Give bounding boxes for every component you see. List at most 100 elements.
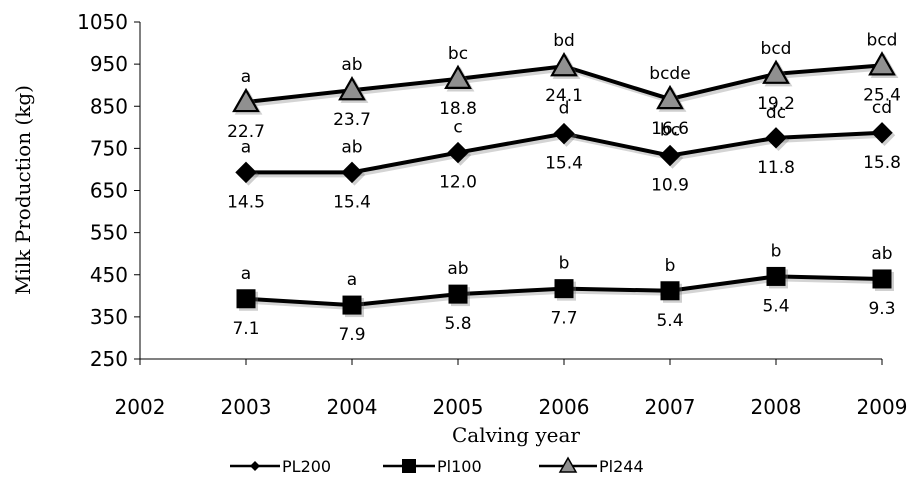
significance-letter: ab xyxy=(871,244,892,264)
data-point xyxy=(871,122,893,144)
y-tick-label: 650 xyxy=(90,179,128,203)
data-point xyxy=(236,289,256,309)
data-point xyxy=(447,141,469,164)
data-label: 9.3 xyxy=(868,299,895,319)
data-label: 24.1 xyxy=(545,86,583,106)
data-label: 11.8 xyxy=(757,158,795,178)
legend-item-pl200: PL200 xyxy=(230,457,331,476)
series-pl200 xyxy=(235,122,896,186)
data-label: 5.4 xyxy=(656,311,683,331)
data-point xyxy=(341,161,363,184)
data-label: 22.7 xyxy=(227,122,265,142)
y-tick-label: 750 xyxy=(90,136,128,160)
significance-letter: b xyxy=(771,241,782,261)
series-pl100 xyxy=(236,266,894,318)
legend-marker xyxy=(250,461,260,471)
data-label: 5.8 xyxy=(444,314,471,334)
significance-letter: dc xyxy=(766,103,786,123)
y-tick-label: 450 xyxy=(90,263,128,287)
data-label: 23.7 xyxy=(333,110,371,130)
data-point xyxy=(550,52,578,77)
data-label: 19.2 xyxy=(757,94,795,114)
x-tick-label: 2009 xyxy=(857,395,908,419)
x-axis-title: Calving year xyxy=(452,423,580,447)
data-point xyxy=(444,64,472,89)
legend-label: PL200 xyxy=(282,457,331,476)
data-point xyxy=(660,281,680,301)
significance-letter: a xyxy=(241,137,251,157)
legend-label: Pl244 xyxy=(599,457,644,476)
data-point xyxy=(553,122,575,145)
data-label: 18.8 xyxy=(439,99,477,119)
data-label: 7.7 xyxy=(550,309,577,329)
significance-letter: bc xyxy=(660,121,680,141)
legend-marker xyxy=(558,456,578,473)
y-tick-label: 1050 xyxy=(77,10,128,34)
data-label: 15.8 xyxy=(863,153,901,173)
data-label: 16.6 xyxy=(651,119,689,139)
x-tick-label: 2005 xyxy=(433,395,484,419)
data-point xyxy=(554,279,574,299)
y-tick-label: 250 xyxy=(90,347,128,371)
data-point xyxy=(868,51,896,76)
data-point xyxy=(235,161,257,184)
y-tick-label: 950 xyxy=(90,52,128,76)
x-tick-label: 2003 xyxy=(221,395,272,419)
tick-labels: 250 350 450 550 650 750 850 950 1050 2002 2003 2004… xyxy=(77,10,907,419)
significance-letter: d xyxy=(559,99,570,119)
data-label: 25.4 xyxy=(863,85,901,105)
significance-letter: cd xyxy=(872,98,892,118)
significance-letter: bcd xyxy=(761,39,792,59)
data-label: 7.1 xyxy=(232,319,259,339)
legend-item-pl244: Pl244 xyxy=(539,456,644,476)
y-tick-label: 850 xyxy=(90,94,128,118)
data-label: 14.5 xyxy=(227,192,265,212)
significance-letter: ab xyxy=(341,55,362,75)
data-label: 12.0 xyxy=(439,173,477,193)
data-label: 15.4 xyxy=(333,192,371,212)
significance-letter: c xyxy=(453,118,462,138)
series-layer xyxy=(232,51,899,318)
x-tick-label: 2006 xyxy=(539,395,590,419)
y-tick-label: 550 xyxy=(90,221,128,245)
data-label: 5.4 xyxy=(762,296,789,316)
x-tick-label: 2007 xyxy=(645,395,696,419)
data-label: 10.9 xyxy=(651,176,689,196)
legend-marker xyxy=(402,459,416,473)
data-label: 15.4 xyxy=(545,154,583,174)
y-tick-label: 350 xyxy=(90,305,128,329)
significance-letter: a xyxy=(241,264,251,284)
significance-letter: bcd xyxy=(867,30,898,50)
x-tick-label: 2008 xyxy=(751,395,802,419)
significance-letter: bd xyxy=(553,31,575,51)
data-point xyxy=(766,266,786,286)
data-point xyxy=(659,144,681,167)
significance-letter: bc xyxy=(448,44,468,64)
data-labels: a14.5ab15.4c12.0d15.4bc10.9dc11.8cd15.8a… xyxy=(227,30,901,345)
significance-letter: a xyxy=(347,270,357,290)
significance-letter: a xyxy=(241,67,251,87)
significance-letter: b xyxy=(665,256,676,276)
data-point xyxy=(338,76,366,101)
significance-letter: ab xyxy=(447,259,468,279)
legend: PL200 Pl100 Pl244 xyxy=(230,456,644,476)
significance-letter: b xyxy=(559,254,570,274)
x-tick-label: 2002 xyxy=(115,395,166,419)
data-point xyxy=(342,295,362,315)
data-point xyxy=(765,127,787,149)
series-pl244 xyxy=(232,51,899,115)
data-label: 7.9 xyxy=(338,325,365,345)
data-point xyxy=(656,84,684,110)
axes xyxy=(134,21,883,365)
data-point xyxy=(232,87,260,113)
y-axis-title: Milk Production (kg) xyxy=(11,85,35,295)
data-point xyxy=(762,59,790,84)
significance-letter: ab xyxy=(341,137,362,157)
x-tick-label: 2004 xyxy=(327,395,378,419)
data-point xyxy=(872,269,892,289)
legend-item-pl100: Pl100 xyxy=(383,457,482,476)
legend-label: Pl100 xyxy=(437,457,482,476)
data-point xyxy=(448,284,468,304)
significance-letter: bcde xyxy=(649,64,690,84)
